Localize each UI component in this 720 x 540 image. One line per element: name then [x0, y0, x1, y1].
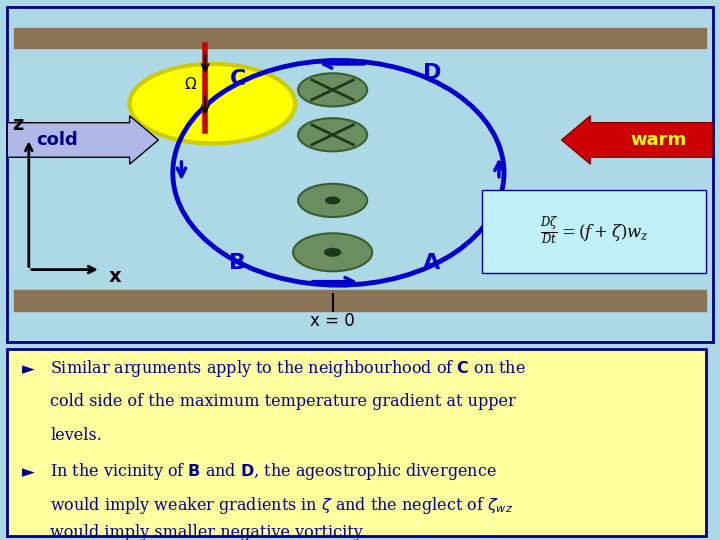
Text: x: x	[109, 267, 122, 286]
Text: z: z	[12, 115, 24, 134]
Text: In the vicinity of $\mathbf{B}$ and $\mathbf{D}$, the ageostrophic divergence: In the vicinity of $\mathbf{B}$ and $\ma…	[50, 462, 497, 482]
FancyBboxPatch shape	[7, 7, 713, 342]
Text: $\frac{D\zeta}{Dt} = (f+\zeta)w_z$: $\frac{D\zeta}{Dt} = (f+\zeta)w_z$	[539, 216, 649, 247]
Circle shape	[298, 73, 367, 106]
Bar	[14, 291, 706, 311]
Bar	[14, 28, 706, 49]
Text: x = 0: x = 0	[310, 313, 355, 330]
Text: levels.: levels.	[50, 427, 102, 443]
Text: C: C	[230, 70, 246, 90]
Circle shape	[130, 64, 295, 144]
Circle shape	[325, 248, 341, 256]
FancyBboxPatch shape	[7, 349, 706, 536]
Text: A: A	[423, 253, 441, 273]
FancyArrow shape	[7, 116, 158, 164]
Text: cold side of the maximum temperature gradient at upper: cold side of the maximum temperature gra…	[50, 394, 516, 410]
Text: ►: ►	[22, 463, 35, 481]
Text: Similar arguments apply to the neighbourhood of $\mathbf{C}$ on the: Similar arguments apply to the neighbour…	[50, 359, 526, 380]
Text: B: B	[229, 253, 246, 273]
Text: ►: ►	[22, 360, 35, 378]
Text: warm: warm	[631, 131, 687, 149]
Text: would imply smaller negative vorticity.: would imply smaller negative vorticity.	[50, 524, 366, 540]
Text: D: D	[423, 63, 441, 83]
Circle shape	[298, 118, 367, 151]
Circle shape	[325, 197, 340, 204]
Text: $\Omega$: $\Omega$	[184, 76, 197, 92]
Text: cold: cold	[37, 131, 78, 149]
Circle shape	[293, 233, 372, 271]
Circle shape	[298, 184, 367, 217]
FancyArrow shape	[562, 116, 713, 164]
FancyBboxPatch shape	[482, 190, 706, 273]
Text: would imply weaker gradients in $\zeta$ and the neglect of $\zeta_{wz}$: would imply weaker gradients in $\zeta$ …	[50, 495, 513, 516]
